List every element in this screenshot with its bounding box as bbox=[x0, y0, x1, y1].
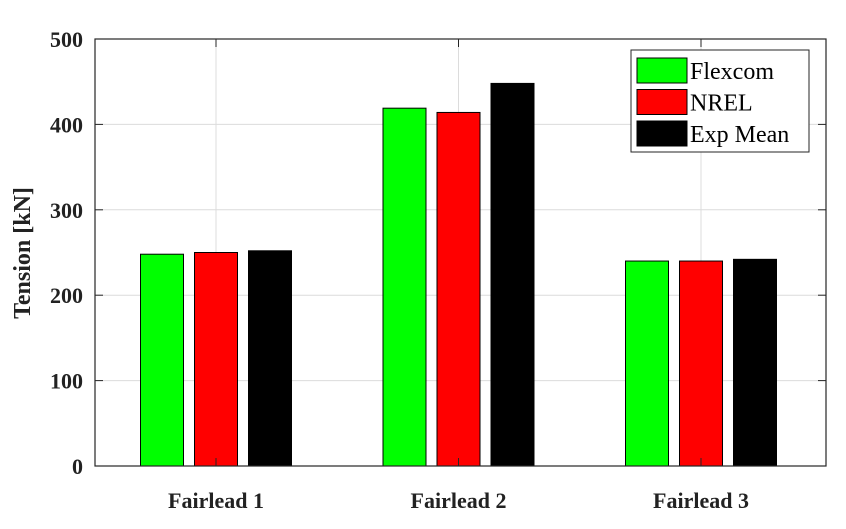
bar-exp-mean-2 bbox=[490, 82, 535, 467]
legend-label: Exp Mean bbox=[690, 122, 789, 148]
y-tick-label: 300 bbox=[50, 198, 83, 223]
plot-frame bbox=[94, 38, 827, 467]
y-tick-label: 100 bbox=[50, 369, 83, 394]
x-category-label: Fairlead 2 bbox=[411, 488, 507, 513]
y-tick-label: 500 bbox=[50, 27, 83, 52]
legend-label: Flexcom bbox=[690, 59, 774, 85]
bar-nrel-3 bbox=[679, 260, 723, 467]
bar-nrel-1 bbox=[194, 252, 238, 467]
bar-exp-mean-3 bbox=[733, 258, 777, 467]
axes bbox=[94, 38, 827, 467]
legend-label: NREL bbox=[690, 91, 753, 117]
legend-swatch-flexcom bbox=[636, 57, 688, 84]
y-tick-label: 0 bbox=[72, 454, 83, 479]
x-category-label: Fairlead 3 bbox=[653, 488, 749, 513]
category-labels: Fairlead 1 Fairlead 2 Fairlead 3 bbox=[168, 488, 749, 513]
legend: Flexcom NREL Exp Mean bbox=[630, 49, 810, 153]
bar-exp-mean-1 bbox=[248, 250, 292, 467]
bar-flexcom-2 bbox=[382, 107, 427, 467]
y-tick-label: 200 bbox=[50, 283, 83, 308]
bar-flexcom-1 bbox=[140, 253, 184, 467]
legend-swatch-nrel bbox=[636, 89, 688, 115]
bar-nrel-2 bbox=[436, 111, 481, 467]
x-category-label: Fairlead 1 bbox=[168, 488, 264, 513]
y-axis-title: Tension [kN] bbox=[10, 187, 36, 319]
bar-flexcom-3 bbox=[625, 260, 669, 467]
legend-swatch-exp-mean bbox=[636, 120, 688, 147]
y-tick-label: 400 bbox=[50, 112, 83, 137]
bars bbox=[140, 82, 777, 467]
tick-labels: 0 100 200 300 400 500 bbox=[50, 27, 83, 479]
